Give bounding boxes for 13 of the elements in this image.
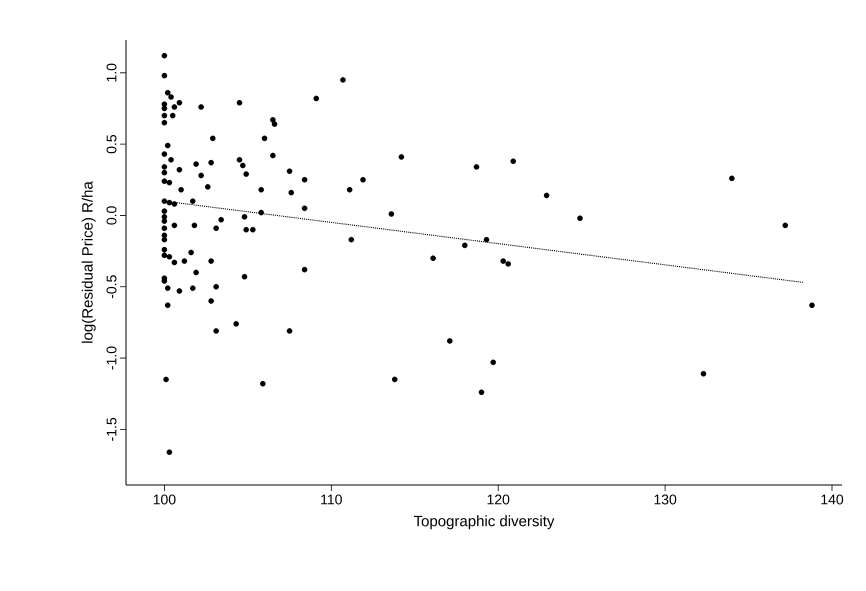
x-tick-label: 140	[821, 494, 844, 504]
x-tick-label: 130	[654, 494, 676, 504]
y-tick-label: 0.5	[106, 134, 116, 154]
y-tick-label: -0.5	[106, 275, 116, 298]
x-tick-label: 100	[154, 494, 176, 504]
x-axis-title: Topographic diversity	[414, 515, 554, 530]
x-tick-label: 120	[488, 494, 510, 504]
y-tick-label: 1.0	[106, 64, 116, 82]
y-tick-label: 0.0	[106, 206, 116, 225]
x-tick-label: 110	[321, 494, 342, 504]
y-tick-label: -1.0	[106, 346, 116, 370]
y-axis-title: log(Residual Price) R/ha	[82, 181, 96, 343]
y-tick-label: -1.5	[106, 418, 116, 441]
